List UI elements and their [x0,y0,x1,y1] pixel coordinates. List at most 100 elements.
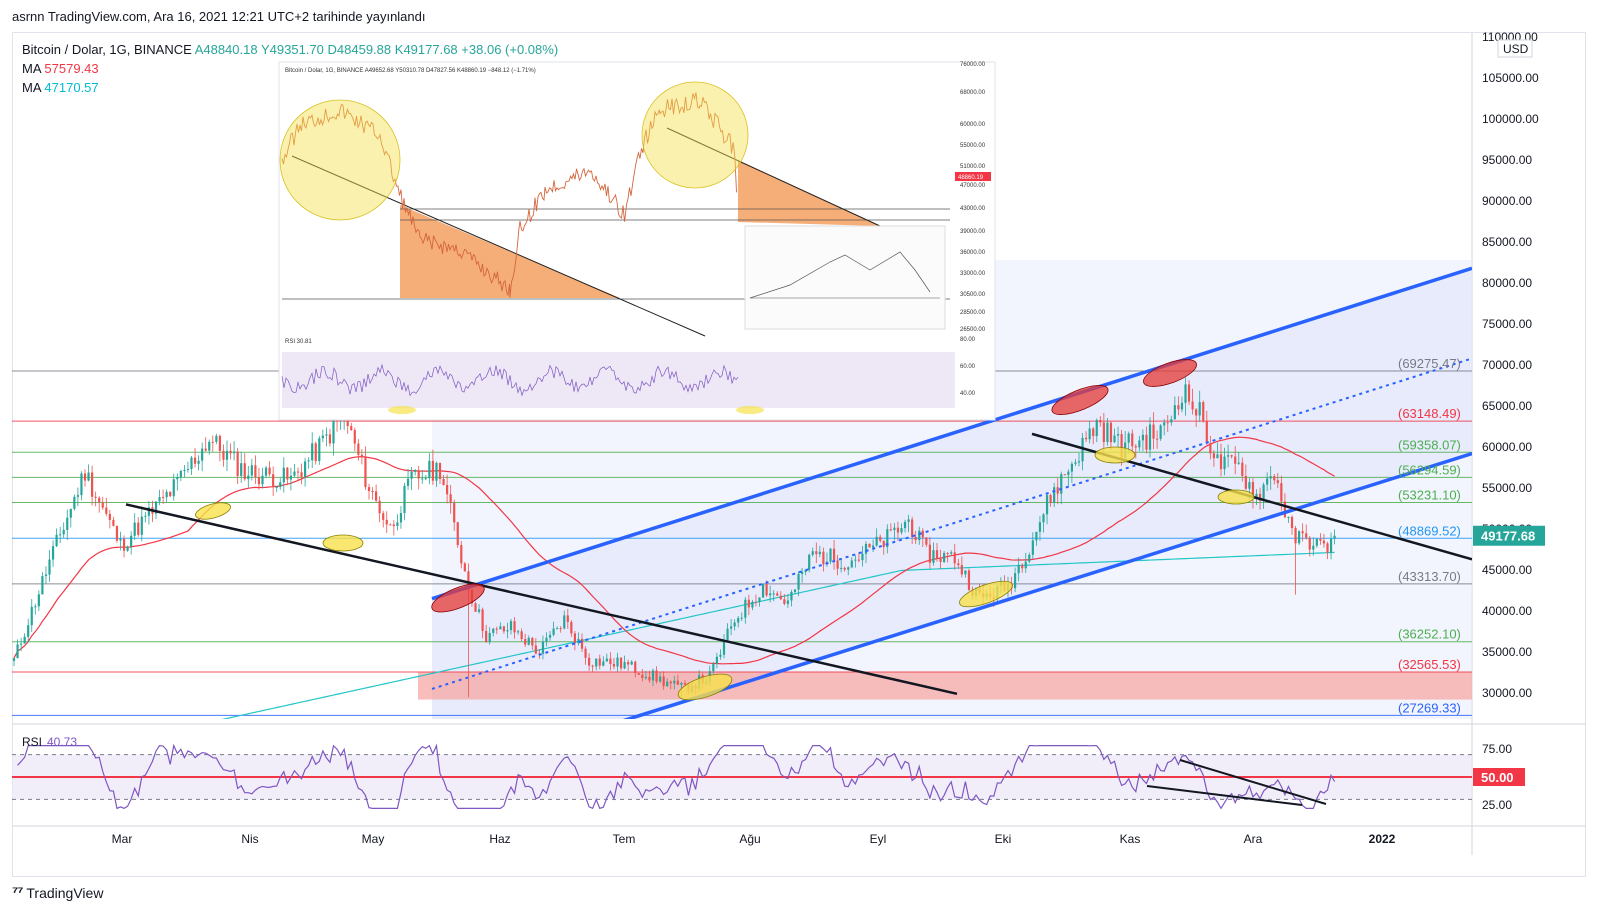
candle-body [1070,463,1073,472]
candle-body [1187,384,1191,402]
ma1-label: MA [22,61,41,76]
candle-body [793,589,797,592]
candle-body [1212,453,1215,459]
candle-body [1152,424,1155,439]
candle-body [236,451,239,477]
candle-body [279,482,282,488]
ohlc-close-key: K [394,42,404,57]
candle-body [911,519,914,537]
candle-body [357,443,360,455]
inset-trendline-2 [666,127,881,227]
candle-body [1056,487,1059,494]
candle-body [776,593,779,596]
candle-body [321,435,324,439]
chart-frame [12,32,1586,877]
candle-body [410,471,413,479]
candle-body [286,467,289,480]
ohlc-low-key: D [327,42,337,57]
candle-body [1141,434,1144,441]
rsi-trendline-upper [1179,759,1327,805]
inset-rsi-band [282,352,955,408]
candle-body [264,467,268,476]
candle-body [272,474,275,488]
candle-body [481,609,484,631]
red-ellipse-0 [431,583,485,613]
inset-price-tag-bg [955,172,991,181]
candle-body [62,529,65,535]
candle-body [172,479,175,497]
candle-body [715,656,718,664]
candle-body [673,680,676,684]
candle-body [1333,535,1336,539]
level-label-6: (43313.70) [1398,569,1461,584]
candle-body [197,460,200,464]
candle-body [612,663,616,667]
ma1-value: 57579.43 [44,61,99,76]
inset-yellow-circle-2 [641,81,749,189]
candle-body [634,661,637,674]
ma1-row[interactable]: MA 57579.43 [22,59,558,78]
candle-body [637,673,640,675]
inset-yellow-circle-1 [279,99,401,221]
last-price-tag [1473,525,1545,546]
candle-body [1180,402,1184,410]
symbol-row[interactable]: Bitcoin / Dolar, 1G, BINANCE A48840.18 Y… [22,40,558,59]
candle-body [733,622,736,627]
level-label-1: (63148.49) [1398,406,1461,421]
candle-body [840,567,843,569]
rsi-50-tag [1473,768,1525,786]
inset-y-tick: 47000.00 [960,183,986,189]
candle-body [829,548,832,562]
candle-body [1014,573,1017,589]
candle-body [1319,538,1322,541]
candle-body [747,599,750,608]
rsi-trendline-lower [1146,785,1303,806]
candle-body [1053,487,1056,503]
symbol-title: Bitcoin / Dolar, 1G, BINANCE [22,42,192,57]
candle-body [1170,419,1173,423]
publish-caption: asrnn TradingView.com, Ara 16, 2021 12:2… [12,9,426,24]
candle-body [488,632,491,643]
candle-body [680,682,683,685]
footer-brand[interactable]: ⁷⁷ TradingView [12,884,103,901]
candle-body [51,546,55,560]
candle-body [204,448,207,451]
candle-body [1120,434,1123,459]
candle-body [1109,422,1113,443]
candle-body [1017,564,1020,574]
candle-body [87,472,90,481]
x-tick-label: Eki [995,832,1012,846]
candle-body [595,658,598,667]
inset-y-tick: 43000.00 [960,206,986,212]
candle-body [1127,433,1130,443]
candle-body [761,583,765,598]
y-tick-label: 90000.00 [1482,194,1532,208]
candle-body [1163,422,1166,426]
candle-body [524,639,527,645]
candle-body [20,643,23,645]
candle-body [1195,409,1198,416]
candle-body [836,560,839,569]
ma2-row[interactable]: MA 47170.57 [22,78,558,97]
candle-body [1024,561,1027,569]
candle-body [268,467,271,475]
candle-body [1315,538,1318,546]
yellow-ellipse-0 [195,502,231,520]
candle-body [857,559,860,561]
candle-body [293,471,296,476]
candle-body [772,593,775,595]
candle-body [1205,421,1208,444]
tradingview-logo-icon: ⁷⁷ [12,884,23,901]
candle-body [1290,516,1294,529]
channel-upper-line [431,266,1472,601]
y-tick-label: 85000.00 [1482,235,1532,249]
candle-body [254,465,257,478]
candle-body [815,551,818,555]
y-tick-label: 70000.00 [1482,358,1532,372]
red-ellipse-2 [1143,359,1197,387]
candle-body [66,517,69,530]
inset-rsi-tick: 80.00 [960,337,976,343]
y-tick-label: 75000.00 [1482,317,1532,331]
candle-body [854,559,857,561]
